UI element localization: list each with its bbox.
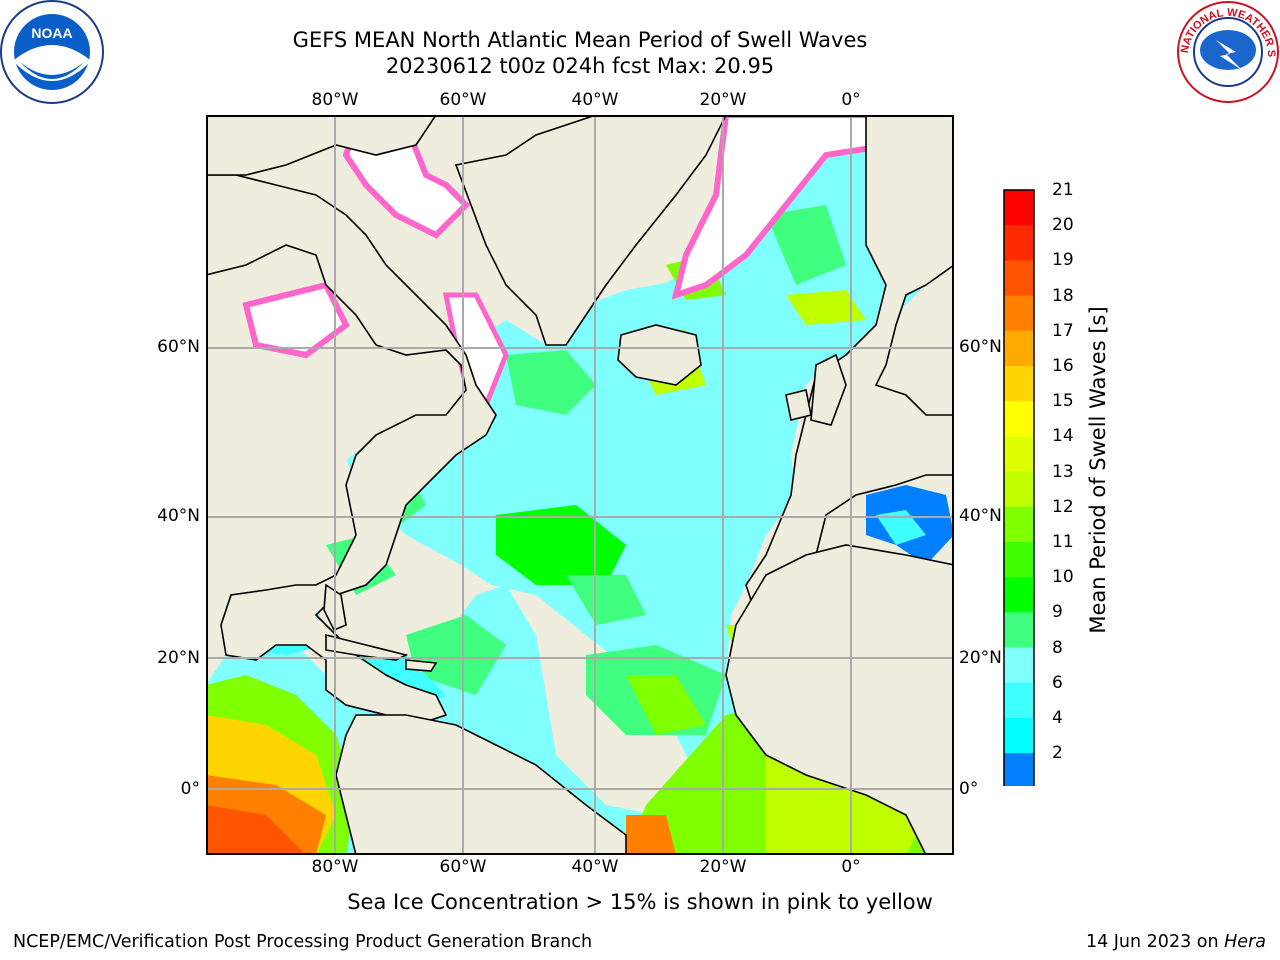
colorbar-tick-label: 19	[1052, 250, 1074, 271]
colorbar-segment	[1004, 753, 1034, 786]
colorbar	[1003, 189, 1035, 786]
colorbar-tick-label: 8	[1052, 637, 1063, 658]
colorbar-tick-label: 12	[1052, 496, 1074, 517]
colorbar-tick-label: 11	[1052, 532, 1074, 552]
lon-tick-top-40w: 40°W	[571, 90, 619, 110]
lon-tick-bottom-60w: 60°W	[439, 857, 487, 877]
sea-ice-footnote: Sea Ice Concentration > 15% is shown in …	[347, 890, 933, 914]
colorbar-segment	[1004, 577, 1034, 613]
colorbar-segment	[1004, 260, 1034, 297]
colorbar-segment	[1004, 401, 1034, 437]
footer-credit: NCEP/EMC/Verification Post Processing Pr…	[13, 932, 593, 952]
lon-tick-bottom-80w: 80°W	[311, 857, 359, 877]
colorbar-segment	[1004, 506, 1034, 543]
colorbar-tick-label: 18	[1052, 285, 1074, 306]
colorbar-tick-label: 6	[1052, 672, 1063, 693]
lon-tick-top-60w: 60°W	[439, 90, 487, 110]
colorbar-segment	[1004, 295, 1034, 332]
sea-ice-regions	[242, 115, 954, 410]
lon-tick-top-0: 0°	[841, 90, 861, 110]
colorbar-tick-label: 16	[1052, 356, 1074, 376]
svg-text:NOAA: NOAA	[31, 25, 72, 41]
colorbar-segment	[1004, 647, 1034, 684]
lon-tick-bottom-0: 0°	[841, 857, 861, 877]
lon-tick-bottom-40w: 40°W	[571, 857, 619, 877]
footer-date-text: 14 Jun 2023 on	[1085, 932, 1225, 952]
nws-logo: NATIONAL WEATHER SERVICE	[1176, 0, 1279, 103]
colorbar-segment	[1004, 612, 1034, 649]
colorbar-tick-label: 14	[1052, 426, 1074, 447]
colorbar-tick-label: 9	[1052, 602, 1063, 623]
lat-tick-left-0: 0°	[180, 779, 200, 799]
colorbar-segment	[1004, 225, 1034, 261]
lon-tick-top-80w: 80°W	[311, 90, 359, 110]
map-frame	[206, 115, 954, 855]
chart-subtitle: 20230612 t00z 024h fcst Max: 20.95	[385, 54, 775, 78]
colorbar-frame	[1003, 189, 1035, 786]
colorbar-tick-label: 10	[1052, 567, 1074, 588]
footer-host: Hera	[1224, 932, 1266, 952]
colorbar-tick-label: 15	[1052, 391, 1074, 412]
colorbar-segment	[1004, 366, 1034, 402]
lat-tick-right-60n: 60°N	[959, 337, 1002, 357]
lat-tick-left-40n: 40°N	[157, 506, 200, 526]
colorbar-tick-label: 20	[1052, 215, 1074, 236]
colorbar-segment	[1004, 330, 1034, 367]
colorbar-tick-label: 2	[1052, 743, 1063, 764]
swell-period-map	[206, 115, 954, 855]
colorbar-segment	[1004, 542, 1034, 578]
colorbar-segment	[1004, 190, 1034, 226]
lat-tick-left-60n: 60°N	[157, 337, 200, 357]
lat-tick-right-20n: 20°N	[959, 648, 1002, 668]
lon-tick-bottom-20w: 20°W	[699, 857, 747, 877]
lat-tick-left-20n: 20°N	[157, 648, 200, 668]
colorbar-segment	[1004, 718, 1034, 754]
colorbar-segment	[1004, 436, 1034, 473]
lat-tick-right-40n: 40°N	[959, 506, 1002, 526]
colorbar-label: Mean Period of Swell Waves [s]	[1086, 306, 1110, 634]
colorbar-segment	[1004, 682, 1034, 719]
colorbar-tick-label: 21	[1052, 180, 1074, 200]
lat-tick-right-0: 0°	[959, 779, 979, 799]
colorbar-tick-label: 4	[1052, 708, 1063, 728]
colorbar-tick-label: 13	[1052, 461, 1074, 482]
footer-date: 14 Jun 2023 on Hera	[1086, 932, 1266, 952]
chart-title: GEFS MEAN North Atlantic Mean Period of …	[292, 28, 868, 52]
colorbar-tick-label: 17	[1052, 320, 1074, 341]
graticule	[206, 115, 954, 855]
lon-tick-top-20w: 20°W	[699, 90, 747, 110]
ocean-swell-field	[206, 125, 954, 855]
noaa-logo: NOAA	[0, 0, 104, 104]
colorbar-segment	[1004, 471, 1034, 508]
